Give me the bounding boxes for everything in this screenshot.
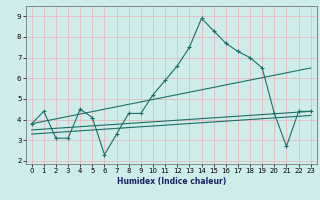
X-axis label: Humidex (Indice chaleur): Humidex (Indice chaleur) <box>116 177 226 186</box>
